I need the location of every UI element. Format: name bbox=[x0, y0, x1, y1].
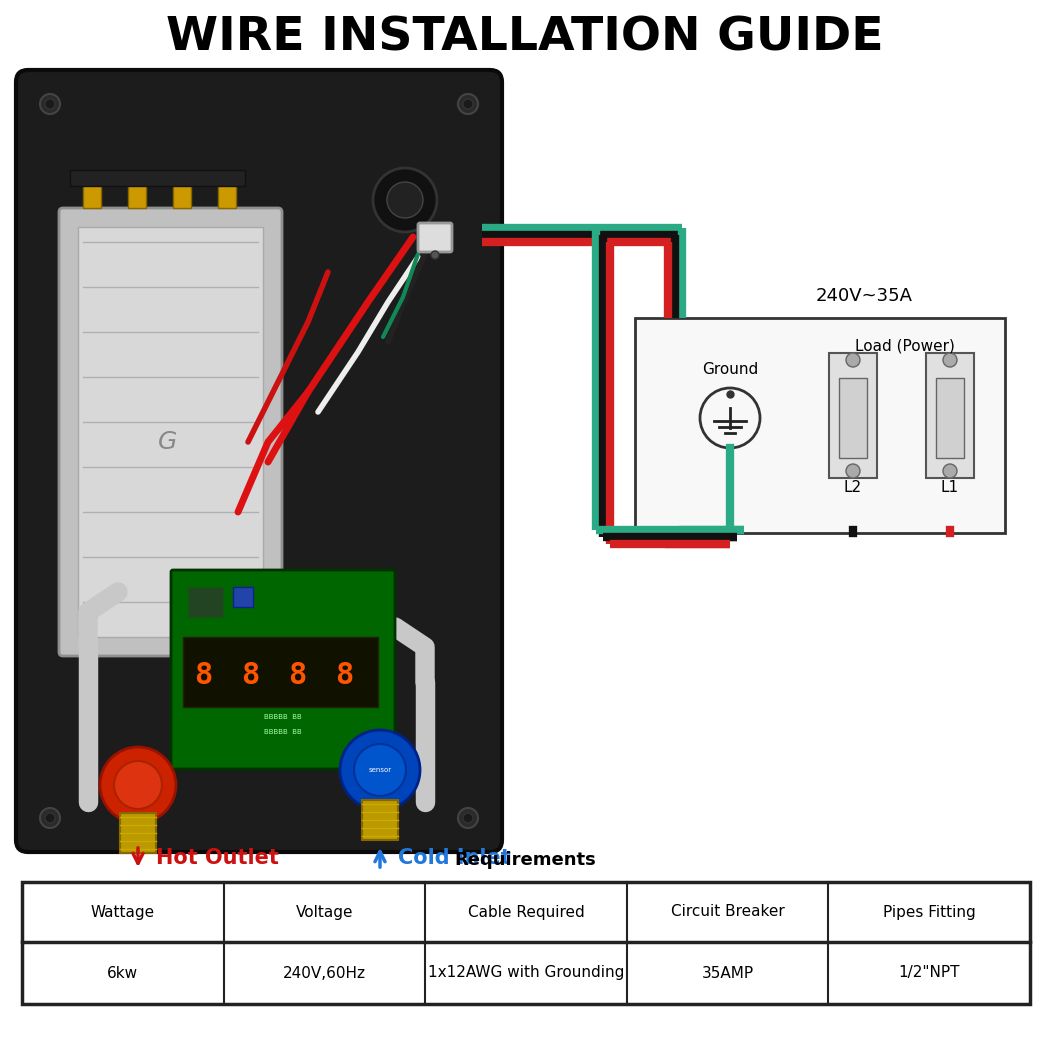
Circle shape bbox=[340, 730, 420, 810]
Text: 8: 8 bbox=[335, 660, 353, 690]
Circle shape bbox=[40, 808, 60, 828]
Text: 1x12AWG with Grounding: 1x12AWG with Grounding bbox=[427, 966, 624, 981]
Text: sensor: sensor bbox=[369, 766, 392, 773]
Bar bbox=[173, 180, 191, 208]
Circle shape bbox=[700, 388, 760, 448]
Bar bbox=[839, 378, 867, 458]
Text: Wattage: Wattage bbox=[90, 904, 154, 920]
Bar bbox=[83, 180, 101, 208]
Text: BBBBB  BB: BBBBB BB bbox=[265, 729, 302, 735]
Text: 8: 8 bbox=[288, 660, 307, 690]
Text: 8: 8 bbox=[240, 660, 259, 690]
Circle shape bbox=[463, 99, 472, 109]
Circle shape bbox=[45, 813, 55, 823]
Circle shape bbox=[430, 251, 439, 259]
Circle shape bbox=[40, 94, 60, 114]
Text: 6kw: 6kw bbox=[107, 966, 139, 981]
Bar bbox=[128, 180, 146, 208]
Text: L1: L1 bbox=[941, 481, 959, 496]
Bar bbox=[218, 180, 236, 208]
Bar bbox=[926, 353, 974, 478]
Circle shape bbox=[373, 168, 437, 232]
Circle shape bbox=[463, 813, 472, 823]
Text: Hot Outlet: Hot Outlet bbox=[156, 848, 279, 868]
FancyBboxPatch shape bbox=[171, 570, 395, 769]
Bar bbox=[183, 637, 378, 707]
Bar bbox=[70, 170, 245, 186]
FancyBboxPatch shape bbox=[59, 208, 282, 656]
FancyBboxPatch shape bbox=[418, 223, 452, 252]
Text: G: G bbox=[159, 430, 177, 454]
Text: Requirements: Requirements bbox=[454, 850, 596, 869]
Bar bbox=[22, 882, 1030, 1004]
Text: 240V,60Hz: 240V,60Hz bbox=[282, 966, 365, 981]
Text: Load (Power): Load (Power) bbox=[855, 338, 956, 354]
Text: L2: L2 bbox=[844, 481, 862, 496]
Text: Cold Inlet: Cold Inlet bbox=[398, 848, 510, 868]
Circle shape bbox=[45, 99, 55, 109]
Text: 8: 8 bbox=[194, 660, 212, 690]
FancyBboxPatch shape bbox=[16, 70, 502, 852]
Text: BBBBB  BB: BBBBB BB bbox=[265, 714, 302, 720]
Bar bbox=[78, 227, 262, 637]
Circle shape bbox=[846, 464, 860, 478]
Bar bbox=[120, 813, 156, 853]
Circle shape bbox=[100, 747, 176, 823]
Circle shape bbox=[943, 464, 957, 478]
Text: 1/2"NPT: 1/2"NPT bbox=[899, 966, 960, 981]
Circle shape bbox=[458, 94, 478, 114]
Bar bbox=[362, 800, 398, 840]
Bar bbox=[635, 318, 1005, 533]
Circle shape bbox=[114, 761, 162, 808]
Text: Voltage: Voltage bbox=[296, 904, 353, 920]
Text: 240V~35A: 240V~35A bbox=[816, 287, 912, 304]
Circle shape bbox=[354, 744, 406, 796]
Text: 35AMP: 35AMP bbox=[701, 966, 754, 981]
Circle shape bbox=[387, 182, 423, 218]
Bar bbox=[830, 353, 877, 478]
Bar bbox=[936, 378, 964, 458]
Circle shape bbox=[458, 808, 478, 828]
Bar bbox=[188, 587, 223, 617]
Circle shape bbox=[846, 353, 860, 367]
Text: Circuit Breaker: Circuit Breaker bbox=[671, 904, 784, 920]
Text: Ground: Ground bbox=[701, 362, 758, 378]
Text: Cable Required: Cable Required bbox=[467, 904, 585, 920]
Bar bbox=[233, 587, 253, 607]
Circle shape bbox=[943, 353, 957, 367]
Text: Pipes Fitting: Pipes Fitting bbox=[883, 904, 975, 920]
Text: WIRE INSTALLATION GUIDE: WIRE INSTALLATION GUIDE bbox=[166, 16, 884, 61]
